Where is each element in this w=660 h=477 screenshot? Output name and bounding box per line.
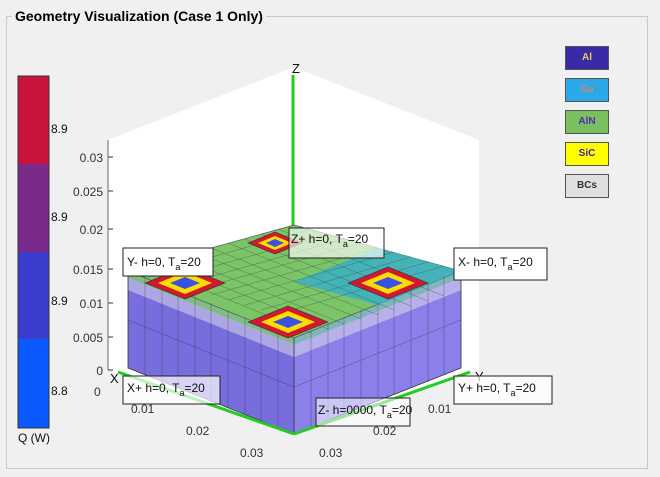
colorbar-label: Q (W) xyxy=(18,431,50,445)
legend-sic-button[interactable]: SiC xyxy=(565,142,609,166)
geometry-panel xyxy=(6,16,648,469)
colorbar-segment xyxy=(18,252,49,339)
annotation-x-minus: X- h=0, Ta=20 xyxy=(453,247,548,281)
z-tick: 0.01 xyxy=(80,297,104,311)
annotation-y-minus: Y- h=0, Ta=20 xyxy=(122,247,214,277)
svg-text:Z+ h=0, Ta=20: Z+ h=0, Ta=20 xyxy=(291,232,369,249)
panel-title: Geometry Visualization (Case 1 Only) xyxy=(12,8,266,24)
chip-right xyxy=(347,266,429,300)
svg-text:X- h=0, Ta=20: X- h=0, Ta=20 xyxy=(458,255,533,272)
annotation-z-plus: Z+ h=0, Ta=20 xyxy=(288,227,385,259)
y-tick: 0.03 xyxy=(319,446,343,460)
x-axis-label: X xyxy=(110,371,119,386)
colorbar-segment xyxy=(18,76,49,164)
svg-text:Y- h=0, Ta=20: Y- h=0, Ta=20 xyxy=(127,255,201,272)
x-tick: 0 xyxy=(94,385,101,399)
legend-bcs-button[interactable]: BCs xyxy=(565,174,609,198)
annotation-x-plus: X+ h=0, Ta=20 xyxy=(122,375,221,405)
z-tick: 0.03 xyxy=(80,151,104,165)
annotation-y-plus: Y+ h=0, Ta=20 xyxy=(453,375,553,405)
svg-text:Z- h=0000, Ta=20: Z- h=0000, Ta=20 xyxy=(318,403,413,420)
z-tick: 0.025 xyxy=(73,185,103,199)
colorbar-segment xyxy=(18,164,49,252)
annotation-z-minus: Z- h=0000, Ta=20 xyxy=(315,397,413,427)
legend-aln-button[interactable]: AlN xyxy=(565,110,609,134)
y-tick: 0.02 xyxy=(373,424,397,438)
z-tick: 0.02 xyxy=(80,223,104,237)
colorbar[interactable] xyxy=(17,75,50,429)
colorbar-tick: 8.8 xyxy=(51,384,68,398)
z-tick: 0.005 xyxy=(73,331,103,345)
colorbar-tick: 8.9 xyxy=(51,210,68,224)
legend-cu-button[interactable]: Cu xyxy=(565,78,609,102)
chip-front xyxy=(247,305,329,339)
legend-al-button[interactable]: Al xyxy=(565,46,609,70)
colorbar-tick: 8.9 xyxy=(51,122,68,136)
z-axis-label: Z xyxy=(292,61,300,76)
y-tick: 0.01 xyxy=(428,402,452,416)
colorbar-tick: 8.9 xyxy=(51,294,68,308)
svg-text:X+ h=0, Ta=20: X+ h=0, Ta=20 xyxy=(127,381,205,398)
x-tick: 0.03 xyxy=(240,446,264,460)
x-tick: 0.02 xyxy=(186,424,210,438)
colorbar-segment xyxy=(18,339,49,428)
z-tick: 0.015 xyxy=(73,263,103,277)
z-tick: 0 xyxy=(96,364,103,378)
svg-text:Y+ h=0, Ta=20: Y+ h=0, Ta=20 xyxy=(458,381,536,398)
x-tick: 0.01 xyxy=(131,402,155,416)
